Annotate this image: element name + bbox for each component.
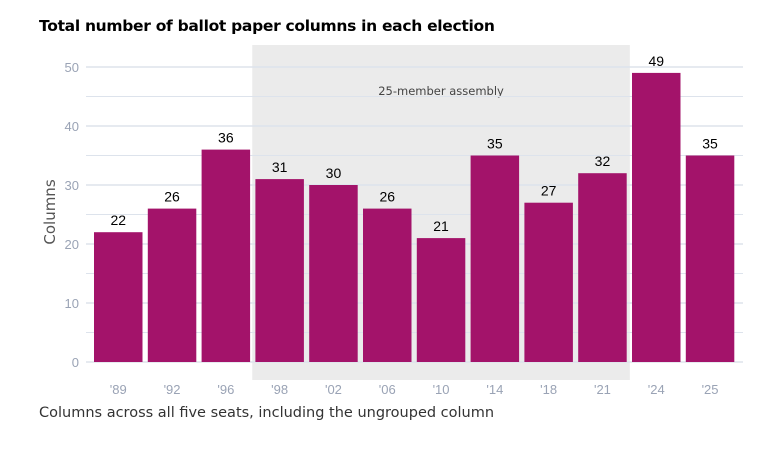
- x-tick-label: '14: [486, 382, 503, 397]
- bar-value-label: 36: [218, 130, 234, 146]
- bar-value-label: 21: [433, 218, 449, 234]
- bar: [309, 185, 358, 362]
- y-tick-label: 50: [65, 60, 79, 75]
- x-tick-label: '96: [217, 382, 234, 397]
- bar-value-label: 22: [110, 212, 126, 228]
- x-tick-label: '21: [594, 382, 611, 397]
- x-tick-label: '98: [271, 382, 288, 397]
- chart-title: Total number of ballot paper columns in …: [39, 17, 495, 35]
- bar-value-label: 31: [272, 159, 288, 175]
- bar-value-label: 30: [326, 165, 342, 181]
- x-tick-label: '89: [110, 382, 127, 397]
- bar-value-label: 32: [595, 153, 611, 169]
- bar: [578, 173, 627, 362]
- bar-value-label: 26: [164, 189, 180, 205]
- label-layer: 0 10 20 30 40 50 22 '89 26 '92 36 '96 31 '98 30 '02 26 '0…: [65, 53, 719, 397]
- bar: [416, 238, 466, 362]
- y-axis-title: Columns: [41, 179, 59, 244]
- x-tick-label: '02: [325, 382, 342, 397]
- bar: [363, 208, 412, 362]
- bar-value-label: 27: [541, 183, 557, 199]
- bar-layer: [94, 72, 735, 363]
- bar-value-label: 49: [648, 53, 664, 69]
- y-tick-label: 10: [65, 296, 79, 311]
- bar-value-label: 35: [487, 136, 503, 152]
- x-tick-label: '10: [433, 382, 450, 397]
- y-tick-label: 30: [65, 178, 79, 193]
- x-tick-label: '24: [648, 382, 665, 397]
- bar: [255, 179, 304, 362]
- bar: [94, 232, 143, 362]
- bar: [201, 149, 251, 362]
- x-tick-label: '25: [702, 382, 719, 397]
- bar: [147, 208, 197, 362]
- x-tick-label: '06: [379, 382, 396, 397]
- x-tick-label: '92: [164, 382, 181, 397]
- y-tick-label: 0: [72, 355, 79, 370]
- bar: [524, 202, 573, 362]
- y-tick-label: 40: [65, 119, 79, 134]
- annotation-label: 25-member assembly: [378, 84, 504, 98]
- bar-value-label: 35: [702, 136, 718, 152]
- x-tick-label: '18: [540, 382, 557, 397]
- y-tick-label: 20: [65, 237, 79, 252]
- bar: [470, 155, 520, 362]
- bar: [685, 155, 735, 362]
- chart-caption: Columns across all five seats, including…: [39, 405, 495, 421]
- bar: [632, 72, 681, 363]
- bar-value-label: 26: [379, 189, 395, 205]
